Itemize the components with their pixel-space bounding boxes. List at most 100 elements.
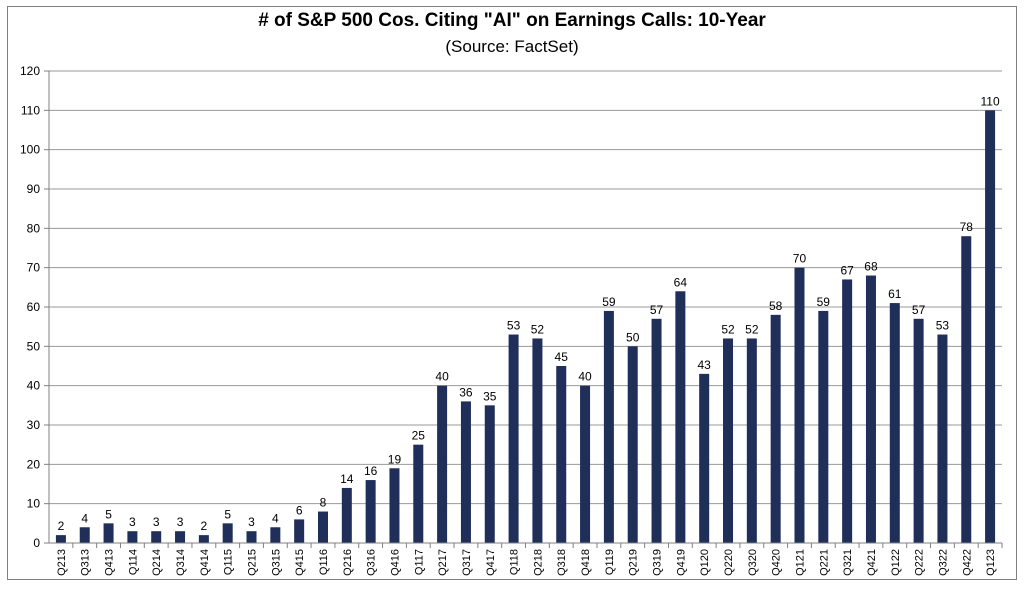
bar — [127, 531, 138, 543]
data-label: 45 — [555, 350, 569, 364]
bar — [484, 405, 495, 543]
bar — [794, 267, 805, 543]
x-tick-label: Q419 — [675, 549, 687, 576]
bar — [889, 303, 900, 543]
x-tick-label: Q416 — [389, 549, 401, 576]
x-tick-label: Q221 — [818, 549, 830, 576]
data-label: 68 — [864, 260, 878, 274]
bar — [675, 291, 686, 543]
data-label: 64 — [674, 275, 688, 289]
bar — [151, 531, 162, 543]
x-tick-label: Q123 — [985, 549, 997, 576]
x-tick-label: Q313 — [80, 549, 92, 576]
data-label: 6 — [296, 503, 303, 517]
y-tick-label: 20 — [27, 457, 41, 471]
x-tick-label: Q316 — [366, 549, 378, 576]
x-tick-label: Q318 — [556, 549, 568, 576]
x-tick-label: Q315 — [270, 549, 282, 576]
data-label: 25 — [412, 429, 426, 443]
y-axis: 0 10 20 30 40 50 60 70 80 90 100 110 120 — [20, 64, 50, 550]
data-label: 3 — [129, 515, 136, 529]
bar — [532, 338, 543, 543]
bar — [294, 519, 305, 543]
bar — [341, 487, 352, 543]
bar — [580, 385, 591, 543]
y-tick-label: 10 — [27, 497, 41, 511]
x-tick-label: Q418 — [580, 549, 592, 576]
data-label: 67 — [840, 263, 854, 277]
bar — [508, 334, 519, 543]
bar — [389, 468, 400, 543]
x-tick-label: Q118 — [509, 549, 521, 575]
bars — [55, 110, 996, 543]
x-tick-label: Q214 — [151, 549, 163, 576]
bar — [985, 110, 996, 543]
bar — [627, 346, 638, 543]
data-label: 3 — [153, 515, 160, 529]
bar — [913, 318, 924, 543]
x-tick-label: Q121 — [794, 549, 806, 576]
bar — [651, 318, 662, 543]
data-label: 50 — [626, 330, 640, 344]
x-tick-label: Q417 — [485, 549, 497, 576]
data-label: 52 — [531, 322, 545, 336]
x-tick-label: Q317 — [461, 549, 473, 576]
data-label: 2 — [58, 519, 65, 533]
x-tick-label: Q122 — [890, 549, 902, 576]
bar — [770, 314, 781, 543]
data-label: 35 — [483, 389, 497, 403]
bar — [937, 334, 948, 543]
bar — [842, 279, 853, 543]
chart-title: # of S&P 500 Cos. Citing "AI" on Earning… — [258, 10, 766, 31]
bar — [270, 527, 281, 543]
data-label: 61 — [888, 287, 902, 301]
data-label: 53 — [936, 319, 950, 333]
x-tick-label: Q216 — [342, 549, 354, 576]
data-label: 43 — [698, 358, 712, 372]
y-tick-label: 70 — [27, 261, 41, 275]
x-tick-label: Q115 — [223, 549, 235, 575]
data-label: 5 — [105, 507, 112, 521]
x-tick-label: Q116 — [318, 549, 330, 575]
bar — [413, 444, 424, 543]
data-label: 78 — [960, 220, 974, 234]
data-label: 52 — [745, 322, 759, 336]
data-label: 58 — [769, 299, 783, 313]
y-tick-label: 40 — [27, 379, 41, 393]
bar — [79, 527, 90, 543]
gridlines — [49, 70, 1002, 505]
x-axis: Q213 Q313 Q413 Q114 Q214 Q314 Q414 Q115 Q215 Q315… — [49, 542, 1003, 576]
y-tick-label: 60 — [27, 300, 41, 314]
bar — [198, 535, 209, 543]
data-label: 59 — [602, 295, 616, 309]
x-tick-label: Q218 — [532, 549, 544, 576]
data-label: 70 — [793, 252, 807, 266]
data-label: 57 — [650, 303, 664, 317]
y-tick-label: 50 — [27, 339, 41, 353]
x-tick-label: Q421 — [866, 549, 878, 576]
y-tick-label: 110 — [21, 103, 40, 117]
bar — [603, 310, 614, 543]
data-label: 57 — [912, 303, 926, 317]
data-label: 19 — [388, 452, 402, 466]
x-tick-label: Q215 — [247, 549, 259, 576]
data-label: 4 — [272, 511, 279, 525]
data-label: 4 — [81, 511, 88, 525]
data-label: 53 — [507, 319, 521, 333]
x-tick-label: Q422 — [961, 549, 973, 576]
data-label: 2 — [201, 519, 208, 533]
data-label: 14 — [340, 472, 354, 486]
chart-subtitle: (Source: FactSet) — [445, 37, 579, 56]
x-tick-label: Q322 — [937, 549, 949, 576]
x-tick-label: Q117 — [413, 549, 425, 575]
x-tick-label: Q120 — [699, 549, 711, 576]
bar — [723, 338, 734, 543]
y-tick-label: 0 — [33, 536, 40, 550]
x-tick-label: Q119 — [604, 549, 616, 575]
bar — [222, 523, 233, 543]
bar — [365, 480, 376, 543]
data-label: 16 — [364, 464, 378, 478]
x-tick-label: Q420 — [771, 549, 783, 576]
bar — [556, 366, 567, 543]
